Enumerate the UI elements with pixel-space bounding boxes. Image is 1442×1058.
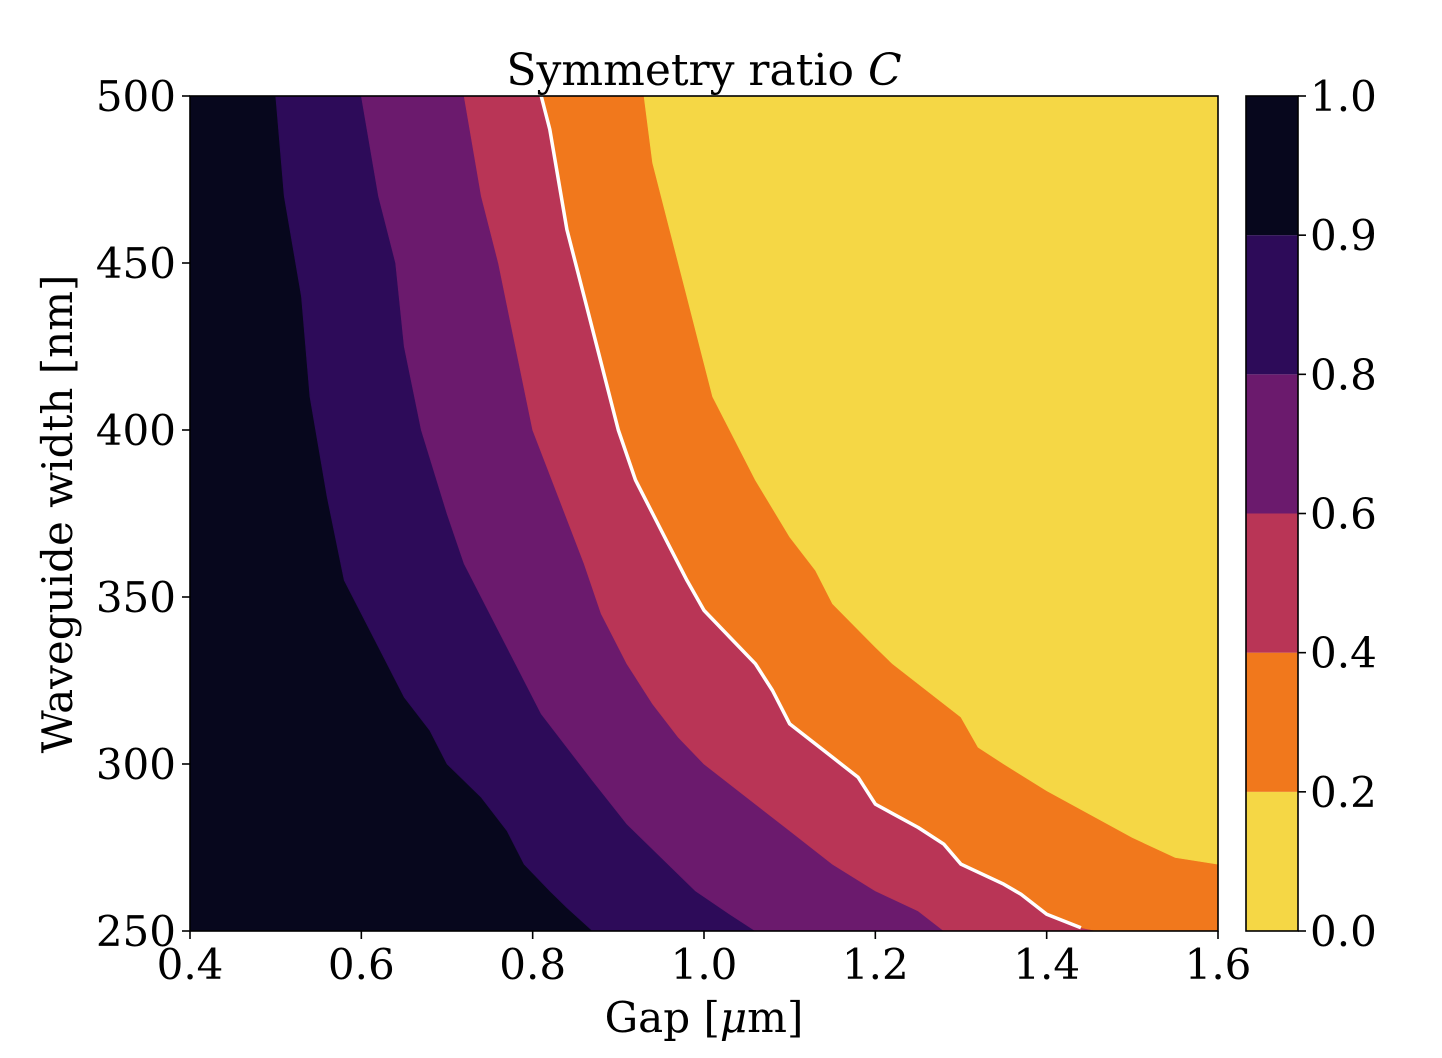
highlight-contour-line — [539, 95, 1082, 930]
y-tick-label: 350 — [96, 573, 176, 622]
y-axis-label: Waveguide width [nm] — [33, 275, 82, 754]
x-tick-label: 1.6 — [1185, 940, 1252, 989]
colorbar-tick-label: 0.9 — [1310, 211, 1377, 260]
colorbar-segment-0.6-0.8 — [1246, 374, 1298, 514]
x-tick-label: 1.2 — [842, 940, 909, 989]
x-tick-label: 0.4 — [157, 940, 224, 989]
colorbar-segment-0.8-0.9 — [1246, 235, 1298, 375]
colorbar-segment-0.2-0.4 — [1246, 652, 1298, 792]
colorbar-tick-label: 0.0 — [1310, 907, 1377, 956]
colorbar: 0.0 0.2 0.4 0.6 0.8 0.9 1.0 — [1245, 72, 1377, 956]
y-tick-label: 300 — [96, 740, 176, 789]
x-tick-label: 0.6 — [328, 940, 395, 989]
colorbar-tick-label: 0.8 — [1310, 350, 1377, 399]
y-tick-label: 500 — [96, 72, 176, 121]
colorbar-tick-label: 0.2 — [1310, 768, 1377, 817]
chart-title: Symmetry ratio C — [506, 45, 901, 96]
colorbar-tick-label: 0.4 — [1310, 629, 1377, 678]
y-tick-label: 400 — [96, 406, 176, 455]
contour-region-0.0-0.2 — [643, 95, 1219, 931]
x-tick-label: 1.4 — [1013, 940, 1080, 989]
x-axis-label: Gap [μm] — [605, 993, 804, 1042]
x-tick-label: 0.8 — [499, 940, 566, 989]
colorbar-tick-label: 0.6 — [1310, 490, 1377, 539]
y-axis: 250 300 350 400 450 500 — [96, 72, 190, 956]
colorbar-segment-0-0.2 — [1246, 791, 1298, 931]
x-tick-label: 1.0 — [671, 940, 738, 989]
plot-area — [189, 95, 1219, 932]
y-tick-label: 250 — [96, 907, 176, 956]
y-tick-label: 450 — [96, 239, 176, 288]
colorbar-segment-0.9-1 — [1246, 96, 1298, 236]
colorbar-tick-label: 1.0 — [1310, 72, 1377, 121]
colorbar-segment-0.4-0.6 — [1246, 513, 1298, 653]
x-axis: 0.4 0.6 0.8 1.0 1.2 1.4 1.6 — [157, 931, 1252, 989]
